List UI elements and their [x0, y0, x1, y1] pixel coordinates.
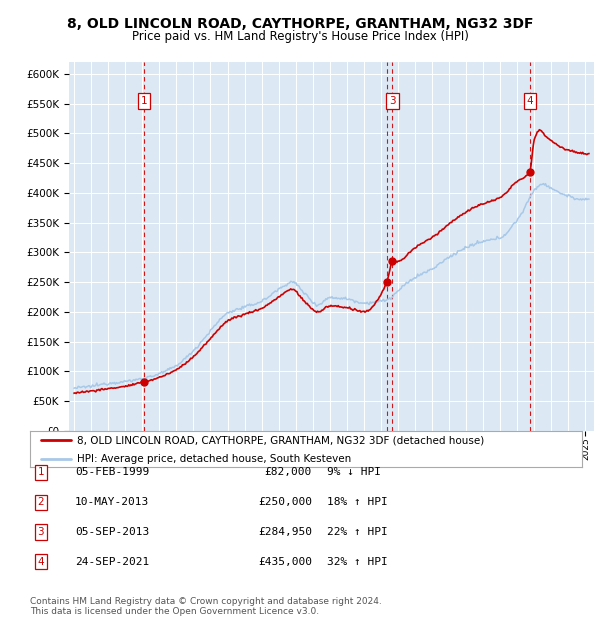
- Text: £284,950: £284,950: [258, 527, 312, 537]
- Text: 4: 4: [526, 95, 533, 105]
- Text: 8, OLD LINCOLN ROAD, CAYTHORPE, GRANTHAM, NG32 3DF (detached house): 8, OLD LINCOLN ROAD, CAYTHORPE, GRANTHAM…: [77, 435, 484, 445]
- Text: £250,000: £250,000: [258, 497, 312, 507]
- Text: 05-SEP-2013: 05-SEP-2013: [75, 527, 149, 537]
- Text: 1: 1: [140, 95, 147, 105]
- Text: 1: 1: [37, 467, 44, 477]
- Text: 8, OLD LINCOLN ROAD, CAYTHORPE, GRANTHAM, NG32 3DF: 8, OLD LINCOLN ROAD, CAYTHORPE, GRANTHAM…: [67, 17, 533, 32]
- Text: 10-MAY-2013: 10-MAY-2013: [75, 497, 149, 507]
- Text: 3: 3: [389, 95, 396, 105]
- Text: 24-SEP-2021: 24-SEP-2021: [75, 557, 149, 567]
- Text: Contains HM Land Registry data © Crown copyright and database right 2024.: Contains HM Land Registry data © Crown c…: [30, 597, 382, 606]
- Text: 4: 4: [37, 557, 44, 567]
- Text: 32% ↑ HPI: 32% ↑ HPI: [327, 557, 388, 567]
- Text: 18% ↑ HPI: 18% ↑ HPI: [327, 497, 388, 507]
- Text: Price paid vs. HM Land Registry's House Price Index (HPI): Price paid vs. HM Land Registry's House …: [131, 30, 469, 43]
- Text: This data is licensed under the Open Government Licence v3.0.: This data is licensed under the Open Gov…: [30, 607, 319, 616]
- Text: 05-FEB-1999: 05-FEB-1999: [75, 467, 149, 477]
- Text: 3: 3: [37, 527, 44, 537]
- Text: 2: 2: [37, 497, 44, 507]
- Text: 22% ↑ HPI: 22% ↑ HPI: [327, 527, 388, 537]
- Text: £435,000: £435,000: [258, 557, 312, 567]
- Text: 9% ↓ HPI: 9% ↓ HPI: [327, 467, 381, 477]
- Text: HPI: Average price, detached house, South Kesteven: HPI: Average price, detached house, Sout…: [77, 454, 351, 464]
- Text: £82,000: £82,000: [265, 467, 312, 477]
